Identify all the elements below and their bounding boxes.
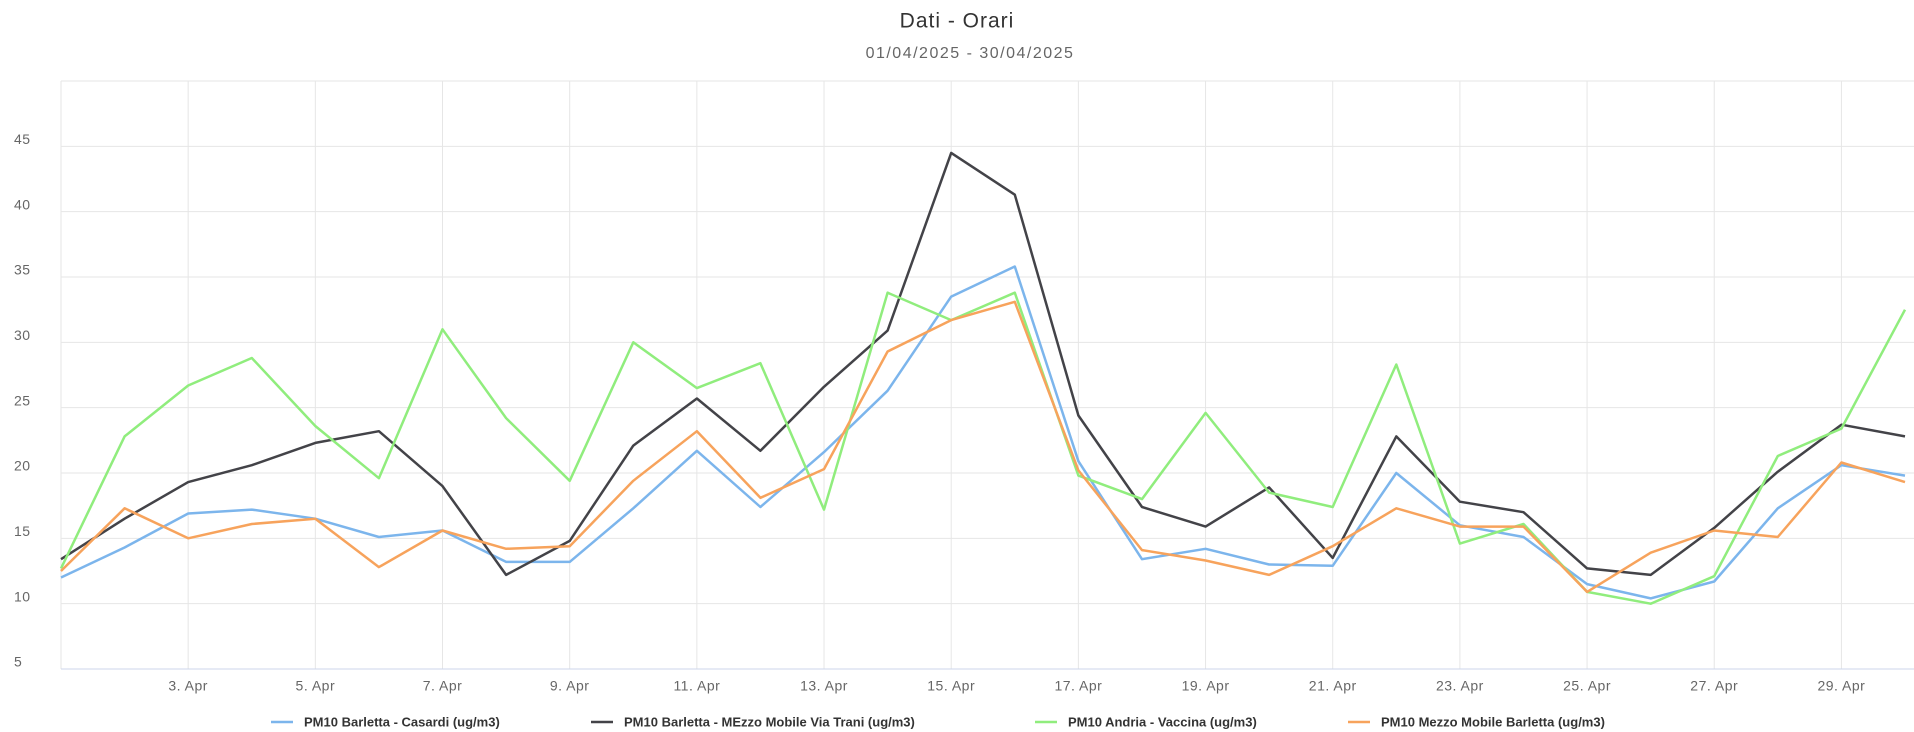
chart-subtitle: 01/04/2025 - 30/04/2025 xyxy=(866,45,1075,62)
x-tick-label: 23. Apr xyxy=(1436,678,1484,694)
x-tick-label: 29. Apr xyxy=(1817,678,1865,694)
legend-label: PM10 Andria - Vaccina (ug/m3) xyxy=(1068,714,1257,729)
y-tick-label: 10 xyxy=(14,588,31,604)
x-tick-label: 15. Apr xyxy=(927,678,975,694)
y-tick-label: 25 xyxy=(14,392,31,408)
y-tick-label: 15 xyxy=(14,523,31,539)
series-line xyxy=(60,300,1906,594)
x-tick-label: 9. Apr xyxy=(550,678,590,694)
y-tick-label: 35 xyxy=(14,262,31,278)
y-tick-label: 45 xyxy=(14,131,31,147)
chart-title: Dati - Orari xyxy=(900,10,1015,33)
x-tick-label: 25. Apr xyxy=(1563,678,1611,694)
x-tick-label: 7. Apr xyxy=(423,678,463,694)
x-tick-label: 3. Apr xyxy=(168,678,208,694)
x-tick-label: 13. Apr xyxy=(800,678,848,694)
y-tick-label: 20 xyxy=(14,458,31,474)
x-tick-label: 17. Apr xyxy=(1054,678,1102,694)
x-tick-label: 19. Apr xyxy=(1182,678,1230,694)
x-tick-label: 27. Apr xyxy=(1690,678,1738,694)
legend-label: PM10 Barletta - MEzzo Mobile Via Trani (… xyxy=(624,714,915,729)
y-tick-label: 5 xyxy=(14,654,22,670)
x-tick-label: 11. Apr xyxy=(673,678,720,694)
legend-label: PM10 Barletta - Casardi (ug/m3) xyxy=(304,714,500,729)
series-line xyxy=(60,151,1906,577)
series-line xyxy=(60,265,1906,600)
x-tick-label: 21. Apr xyxy=(1309,678,1357,694)
x-tick-label: 5. Apr xyxy=(296,678,336,694)
legend-label: PM10 Mezzo Mobile Barletta (ug/m3) xyxy=(1381,714,1605,729)
y-tick-label: 40 xyxy=(14,196,31,212)
y-tick-label: 30 xyxy=(14,327,31,343)
series-line xyxy=(59,291,1907,605)
